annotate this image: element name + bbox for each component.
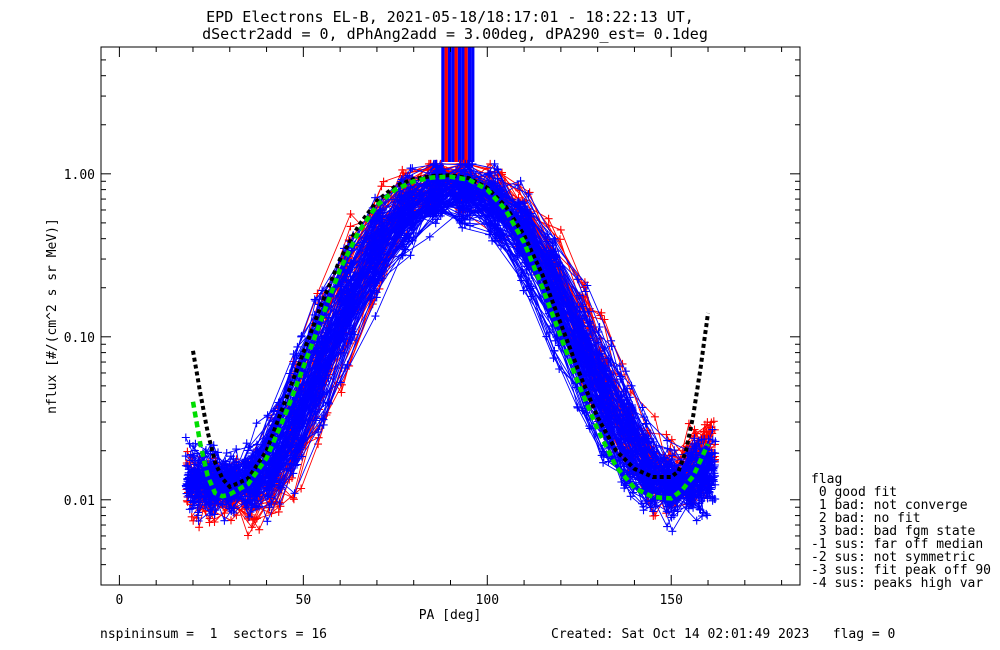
- saturated-bar: [461, 47, 465, 162]
- footer-right: Created: Sat Oct 14 02:01:49 2023 flag =…: [551, 627, 896, 642]
- x-tick-label: 100: [476, 593, 499, 608]
- series-line: [200, 177, 716, 510]
- series-line: [196, 183, 704, 508]
- series-line: [197, 200, 715, 513]
- series-line: [192, 186, 710, 493]
- series-line: [197, 198, 706, 513]
- saturated-bar: [467, 47, 472, 162]
- legend-item: 0 good fit: [811, 485, 897, 500]
- series-line: [186, 191, 716, 499]
- x-tick-label: 0: [115, 593, 123, 608]
- series-line: [193, 173, 716, 491]
- y-axis-label: nflux [#/(cm^2 s sr MeV)]: [45, 218, 60, 414]
- y-tick-label: 1.00: [64, 168, 95, 183]
- series-line: [194, 167, 712, 489]
- series-line: [195, 191, 714, 505]
- saturated-bar: [441, 47, 445, 162]
- saturated-bar: [454, 47, 458, 162]
- legend-item: -1 sus: far off median: [811, 537, 983, 552]
- saturated-bar: [464, 47, 468, 162]
- legend-item: -3 sus: fit peak off 90: [811, 563, 991, 578]
- legend-item: -2 sus: not symmetric: [811, 550, 975, 565]
- legend-item: 3 bad: bad fgm state: [811, 524, 976, 539]
- series-line: [188, 180, 704, 513]
- x-tick-label: 50: [296, 593, 312, 608]
- legend-item: 2 bad: no fit: [811, 511, 921, 526]
- footer-left: nspininsum = 1 sectors = 16: [100, 627, 327, 642]
- saturated-bar: [447, 47, 452, 162]
- legend-title: flag: [811, 472, 842, 487]
- y-tick-label: 0.01: [64, 494, 95, 509]
- saturated-bar: [444, 47, 448, 162]
- saturated-bar: [451, 47, 455, 162]
- saturated-bar: [471, 47, 475, 162]
- fit-curve: [190, 174, 711, 501]
- x-axis-label: PA [deg]: [419, 608, 482, 623]
- legend-item: 1 bad: not converge: [811, 498, 968, 513]
- series-line: [189, 193, 715, 497]
- series-line: [190, 177, 712, 493]
- x-tick-label: 150: [659, 593, 682, 608]
- series-line: [192, 183, 713, 512]
- chart-title: EPD Electrons EL-B, 2021-05-18/18:17:01 …: [206, 8, 694, 26]
- y-tick-label: 0.10: [64, 331, 95, 346]
- fit-curve: [191, 173, 710, 490]
- series-line: [196, 174, 709, 493]
- legend: flag 0 good fit 1 bad: not converge 2 ba…: [811, 472, 991, 591]
- chart-subtitle: dSectr2add = 0, dPhAng2add = 3.00deg, dP…: [202, 25, 708, 43]
- legend-item: -4 sus: peaks high var: [811, 576, 983, 591]
- saturated-bar: [457, 47, 462, 162]
